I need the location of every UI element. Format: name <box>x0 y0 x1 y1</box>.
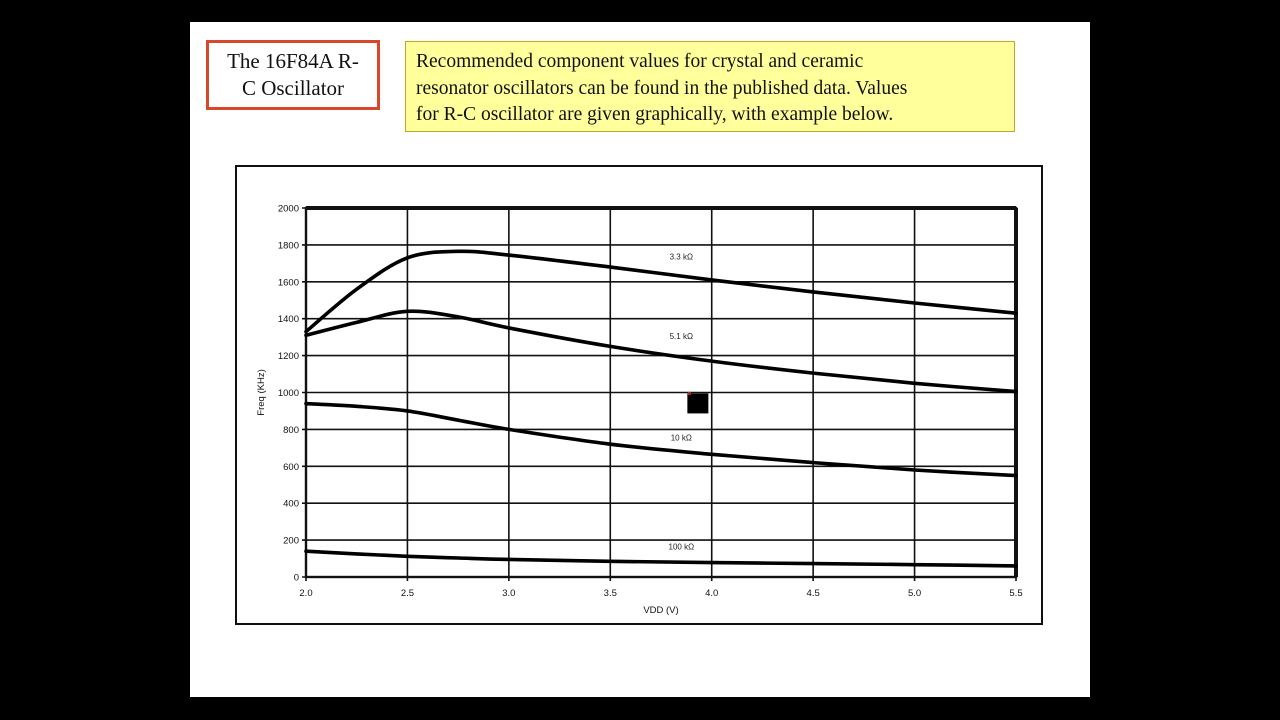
y-tick-label: 1000 <box>278 388 299 399</box>
chart-frame: 0 200 400 600 800 1000 1200 1400 1600 1800 2000 2.0… <box>235 165 1043 625</box>
frequency-vs-vdd-chart: 0 200 400 600 800 1000 1200 1400 1600 1800 2000 2.0… <box>256 204 1023 617</box>
note-line-1: Recommended component values for crystal… <box>416 51 864 72</box>
series-line-1 <box>304 309 1018 394</box>
note-line-2: resonator oscillators can be found in th… <box>416 77 908 99</box>
x-tick-label: 5.0 <box>908 588 921 599</box>
x-axis-label: VDD (V) <box>643 605 678 616</box>
y-tick-label: 200 <box>283 536 299 547</box>
grid-lines <box>302 207 1017 581</box>
y-tick-label: 1600 <box>278 277 299 288</box>
y-tick-label: 1400 <box>278 314 299 325</box>
slide-title: The 16F84A R- C Oscillator <box>206 40 380 110</box>
series-label: 10 kΩ <box>671 433 692 442</box>
series-line-3 <box>304 549 1018 568</box>
y-tick-label: 1800 <box>278 240 299 251</box>
series-line-2 <box>304 401 1018 478</box>
x-tick-label: 4.5 <box>807 588 820 599</box>
series-line-0 <box>304 249 1018 334</box>
x-tick-label: 5.5 <box>1009 588 1022 599</box>
y-axis-label: Freq (KHz) <box>256 369 267 415</box>
series-label: 5.1 kΩ <box>670 332 693 341</box>
y-tick-label: 400 <box>283 499 299 510</box>
marker-dot <box>687 391 692 396</box>
series-label: 3.3 kΩ <box>670 253 693 262</box>
y-tick-label: 1200 <box>278 351 299 362</box>
note-line-3: for R-C oscillator are given graphically… <box>416 104 894 125</box>
slide-title-line-1: The 16F84A R- <box>227 49 359 73</box>
series-label: 100 kΩ <box>669 542 695 551</box>
x-tick-label: 4.0 <box>705 588 718 599</box>
y-tick-label: 600 <box>283 462 299 473</box>
y-tick-label: 800 <box>283 425 299 436</box>
x-tick-label: 2.0 <box>299 588 312 599</box>
x-tick-label: 3.0 <box>502 588 515 599</box>
marker-square <box>687 393 709 414</box>
note-callout: Recommended component values for crystal… <box>405 41 1015 132</box>
x-tick-label: 2.5 <box>401 588 414 599</box>
slide-title-line-2: C Oscillator <box>241 76 345 100</box>
x-tick-label: 3.5 <box>604 588 617 599</box>
y-tick-label: 2000 <box>278 204 299 215</box>
slide: The 16F84A R- C Oscillator Recommended c… <box>190 22 1090 697</box>
y-tick-label: 0 <box>294 573 299 584</box>
